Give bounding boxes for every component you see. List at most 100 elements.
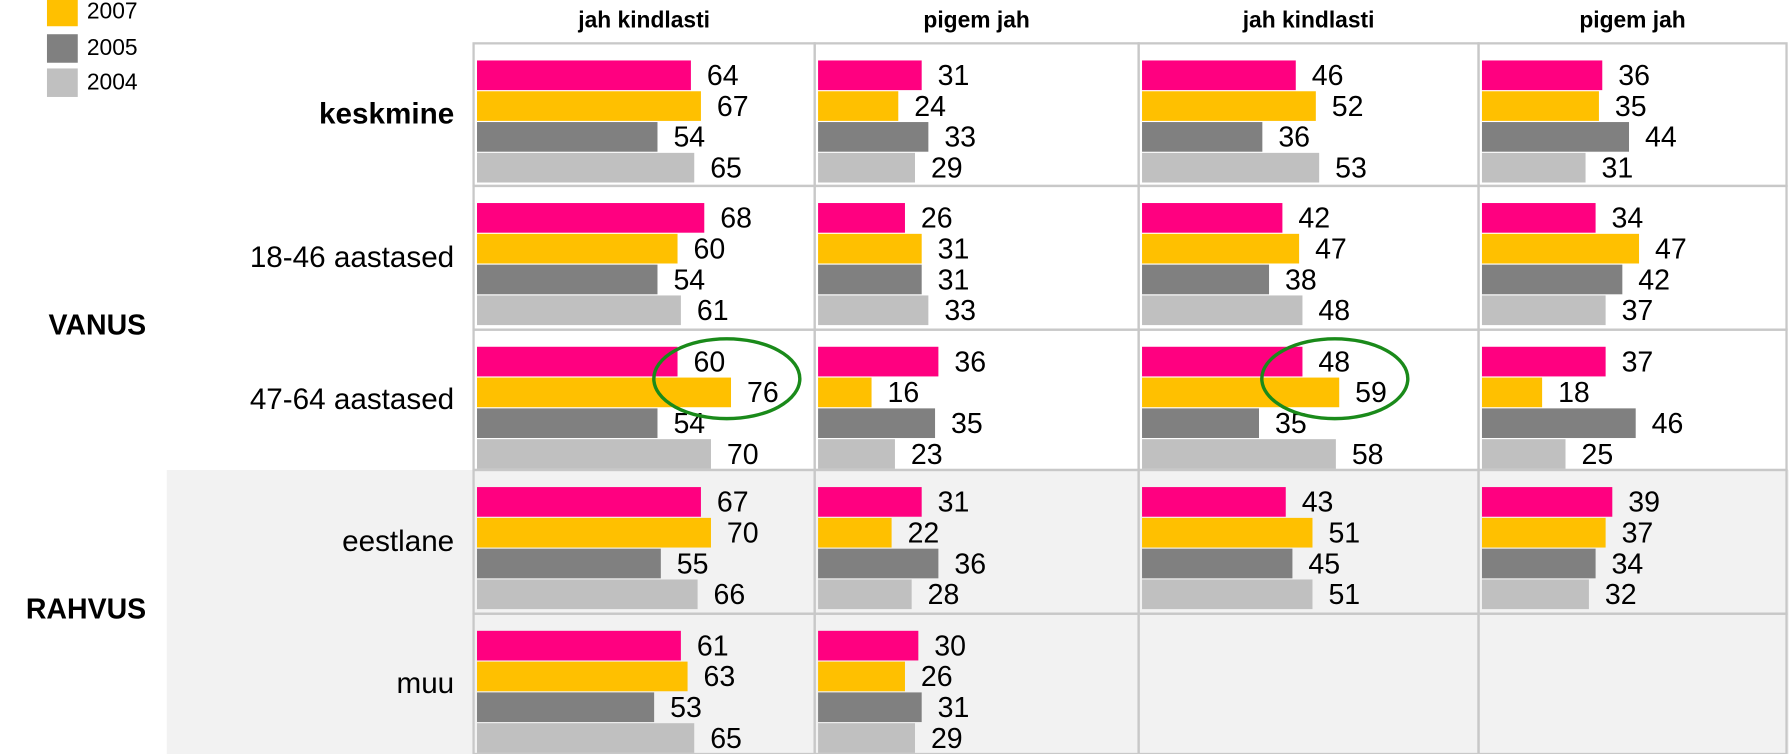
highlight-ellipse xyxy=(652,337,802,421)
bar xyxy=(1142,60,1296,91)
value-label: 34 xyxy=(1612,203,1644,235)
row-label: eestlane xyxy=(342,525,454,558)
bar xyxy=(477,122,658,152)
value-label: 76 xyxy=(747,377,779,409)
value-label: 38 xyxy=(1285,264,1317,296)
bar xyxy=(477,548,661,579)
value-label: 48 xyxy=(1318,346,1350,378)
legend-label: 2005 xyxy=(87,34,138,60)
value-label: 51 xyxy=(1328,579,1360,611)
bar xyxy=(1142,264,1270,295)
bar xyxy=(477,630,681,661)
column-header: pigem jah xyxy=(923,7,1029,33)
bar xyxy=(1481,203,1596,233)
bar xyxy=(1481,548,1596,579)
value-label: 53 xyxy=(1335,152,1367,184)
group-label: VANUS xyxy=(49,309,147,341)
cell-border xyxy=(1477,612,1788,754)
bar xyxy=(477,377,732,408)
value-label: 22 xyxy=(908,518,940,550)
value-label: 31 xyxy=(1602,152,1634,184)
value-label: 36 xyxy=(1618,60,1650,92)
value-label: 23 xyxy=(911,439,943,471)
bar xyxy=(477,579,698,610)
bar xyxy=(818,203,905,233)
bar xyxy=(477,661,688,692)
bar xyxy=(477,295,681,326)
value-label: 33 xyxy=(944,295,976,327)
bar xyxy=(1481,233,1640,264)
value-label: 61 xyxy=(697,630,729,662)
bar xyxy=(818,661,905,692)
bar xyxy=(1481,579,1589,610)
bar xyxy=(818,487,922,517)
bar xyxy=(1481,264,1623,295)
bar xyxy=(1481,377,1543,408)
value-label: 30 xyxy=(934,630,966,662)
value-label: 46 xyxy=(1312,60,1344,92)
legend-swatch xyxy=(46,68,78,97)
bar xyxy=(818,377,872,408)
group-label: RAHVUS xyxy=(26,593,146,625)
value-label: 34 xyxy=(1612,548,1644,580)
value-label: 39 xyxy=(1628,487,1660,519)
bar xyxy=(1481,408,1636,439)
value-label: 65 xyxy=(710,723,742,754)
value-label: 37 xyxy=(1622,346,1654,378)
value-label: 26 xyxy=(921,661,953,693)
group-background xyxy=(166,469,1789,754)
bar xyxy=(1481,152,1586,183)
value-label: 31 xyxy=(938,487,970,519)
bar xyxy=(1481,439,1566,469)
bar xyxy=(818,295,929,326)
value-label: 31 xyxy=(938,60,970,92)
bar xyxy=(818,264,922,295)
value-label: 36 xyxy=(1278,122,1310,154)
value-label: 54 xyxy=(673,264,705,296)
value-label: 54 xyxy=(673,122,705,154)
bar xyxy=(1481,295,1606,326)
value-label: 29 xyxy=(931,152,963,184)
value-label: 33 xyxy=(944,122,976,154)
value-label: 63 xyxy=(704,661,736,693)
row-label: keskmine xyxy=(319,98,454,131)
value-label: 31 xyxy=(938,692,970,724)
row-label: 47-64 aastased xyxy=(250,383,454,416)
value-label: 60 xyxy=(694,346,726,378)
bar xyxy=(477,60,691,91)
value-label: 61 xyxy=(697,295,729,327)
bar xyxy=(818,723,915,753)
value-label: 36 xyxy=(954,548,986,580)
value-label: 31 xyxy=(938,233,970,265)
value-label: 25 xyxy=(1581,439,1613,471)
value-label: 43 xyxy=(1302,487,1334,519)
value-label: 59 xyxy=(1355,377,1387,409)
bar xyxy=(818,517,892,548)
legend-swatch xyxy=(46,0,78,27)
value-label: 37 xyxy=(1622,518,1654,550)
row-label: 18-46 aastased xyxy=(250,241,454,274)
legend-label: 2004 xyxy=(87,68,138,94)
bar xyxy=(1142,408,1260,439)
bar xyxy=(477,408,658,439)
bar xyxy=(1142,517,1313,548)
bar xyxy=(477,487,701,517)
bar xyxy=(1142,579,1313,610)
bar xyxy=(818,91,899,121)
bar xyxy=(477,203,705,233)
value-label: 70 xyxy=(727,439,759,471)
bar xyxy=(1481,91,1599,121)
bar xyxy=(477,439,711,469)
bar xyxy=(477,91,701,121)
value-label: 47 xyxy=(1655,233,1687,265)
value-label: 58 xyxy=(1352,439,1384,471)
value-label: 67 xyxy=(717,91,749,123)
value-label: 42 xyxy=(1638,264,1670,296)
bar xyxy=(477,152,695,183)
value-label: 68 xyxy=(720,203,752,235)
value-label: 35 xyxy=(1615,91,1647,123)
value-label: 65 xyxy=(710,152,742,184)
bar xyxy=(1481,517,1606,548)
bar xyxy=(818,548,939,579)
